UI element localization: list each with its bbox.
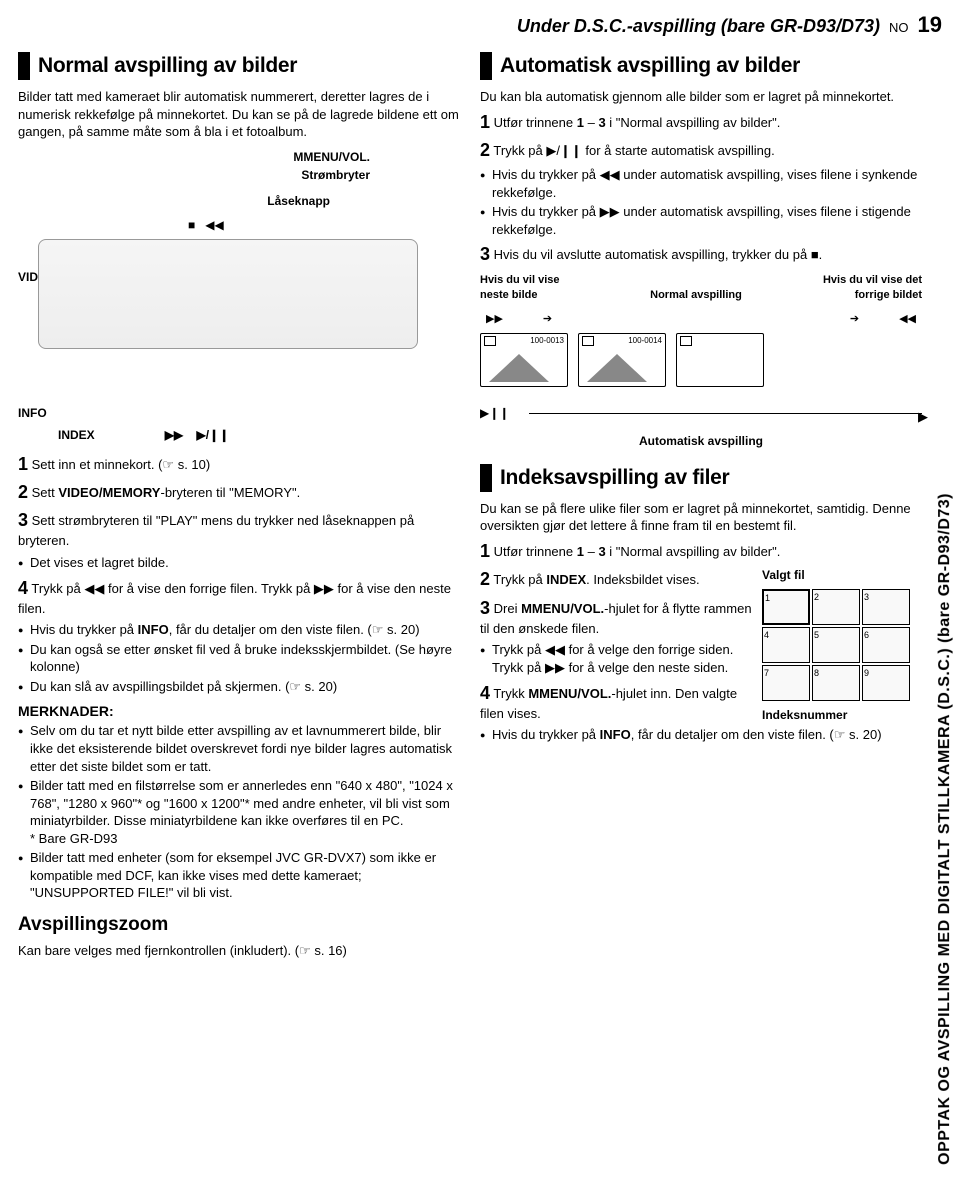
index-cell: 9 [862,665,910,701]
camera-diagram: MMENU/VOL. Strømbryter Låseknapp VIDEO/M… [18,149,460,359]
index-step3: 3 Drei MMENU/VOL.-hjulet for å flytte ra… [480,596,752,638]
index-step1: 1 Utfør trinnene 1 – 3 i "Normal avspill… [480,539,922,563]
playback-labels: Hvis du vil vise neste bilde Normal avsp… [480,273,922,303]
index-cell: 4 [762,627,810,663]
label-index: INDEX [58,427,95,443]
label-normal: Normal avspilling [594,288,798,303]
bullet-off: Du kan slå av avspillingsbildet på skjer… [18,678,460,696]
auto-step2: 2 Trykk på ▶/❙❙ for å starte automatisk … [480,138,922,162]
label-autoplay: Automatisk avspilling [480,433,922,449]
play-pause-icon: ▶❙❙ [480,405,509,421]
label-power: Strømbryter [301,167,370,183]
index-cell: 7 [762,665,810,701]
heading-normal: Normal avspilling av bilder [18,52,460,80]
step4: 4 Trykk på ◀◀ for å vise den forrige fil… [18,576,460,618]
index-cell: 1 [762,589,810,625]
index-cell: 6 [862,627,910,663]
heading-bar [480,464,492,492]
auto-step1: 1 Utfør trinnene 1 – 3 i "Normal avspill… [480,110,922,134]
page-number: 19 [918,12,942,37]
thumb2: 100-0014 [578,333,666,387]
mid-row: INFO INDEX ▶▶ ▶/❙❙ 1 Sett inn et minneko… [18,405,942,963]
auto-step3: 3 Hvis du vil avslutte automatisk avspil… [480,242,922,266]
heading-title: Normal avspilling av bilder [38,52,297,80]
label-valgt: Valgt fil [762,567,922,583]
label-menu: MMENU/VOL. [293,149,370,165]
index-cell: 2 [812,589,860,625]
index-intro: Du kan se på flere ulike filer som er la… [480,500,922,535]
heading-title: Automatisk avspilling av bilder [500,52,800,80]
index-bullet2: Hvis du trykker på INFO, får du detaljer… [480,726,922,744]
index-bullet1: Trykk på ◀◀ for å velge den forrige side… [480,641,752,676]
arrow-icon: ➔ [850,312,859,327]
note1: Selv om du tar et nytt bilde etter avspi… [18,722,460,775]
rw-icon: ◀◀ [899,312,916,327]
step3: 3 Sett strømbryteren til "PLAY" mens du … [18,508,460,550]
side-vertical-label: OPPTAK OG AVSPILLING MED DIGITALT STILLK… [934,493,956,1165]
thumb1: 100-0013 [480,333,568,387]
heading-bar [480,52,492,80]
heading-index: Indeksavspilling av filer [480,464,922,492]
lang-code: NO [889,20,909,35]
zoom-text: Kan bare velges med fjernkontrollen (ink… [18,942,460,960]
section-title: Under D.S.C.-avspilling (bare GR-D93/D73… [517,16,880,36]
note2: Bilder tatt med en filstørrelse som er a… [18,777,460,847]
ff-icon: ▶▶ [486,312,503,327]
thumbnail-row: 100-0013 100-0014 [480,333,922,387]
auto-bullet2: Hvis du trykker på ▶▶ under automatisk a… [480,203,922,238]
label-lock: Låseknapp [267,193,330,209]
thumb3 [676,333,764,387]
heading-auto: Automatisk avspilling av bilder [480,52,922,80]
index-step4: 4 Trykk MMENU/VOL.-hjulet inn. Den valgt… [480,681,752,723]
heading-title: Indeksavspilling av filer [500,464,729,492]
label-prev: Hvis du vil vise det forrige bildet [802,273,922,303]
left-column: Normal avspilling av bilder Bilder tatt … [18,46,460,402]
auto-bullet1: Hvis du trykker på ◀◀ under automatisk a… [480,166,922,201]
heading-bar [18,52,30,80]
bullet-index: Du kan også se etter ønsket fil ved å br… [18,641,460,676]
label-indeksnummer: Indeksnummer [762,707,922,723]
index-cell: 8 [812,665,860,701]
index-cell: 5 [812,627,860,663]
intro-text: Bilder tatt med kameraet blir automatisk… [18,88,460,141]
page-header: Under D.S.C.-avspilling (bare GR-D93/D73… [18,10,942,40]
index-step2: 2 Trykk på INDEX. Indeksbildet vises. [480,567,752,591]
label-info: INFO [18,405,95,421]
right-column-top: Automatisk avspilling av bilder Du kan b… [480,46,942,402]
notes-heading: MERKNADER: [18,702,460,721]
zoom-title: Avspillingszoom [18,912,460,938]
bullet-info: Hvis du trykker på INFO, får du detaljer… [18,621,460,639]
arrow-icon: ➔ [543,312,552,327]
bullet-stored: Det vises et lagret bilde. [18,554,460,572]
note3: Bilder tatt med enheter (som for eksempe… [18,849,460,902]
camera-outline [38,239,418,349]
index-grid: 1 2 3 4 5 6 7 8 9 [762,589,922,701]
label-next: Hvis du vil vise neste bilde [480,273,590,303]
index-cell: 3 [862,589,910,625]
step1: 1 Sett inn et minnekort. (☞ s. 10) [18,452,460,476]
auto-intro: Du kan bla automatisk gjennom alle bilde… [480,88,922,106]
step2: 2 Sett VIDEO/MEMORY-bryteren til "MEMORY… [18,480,460,504]
